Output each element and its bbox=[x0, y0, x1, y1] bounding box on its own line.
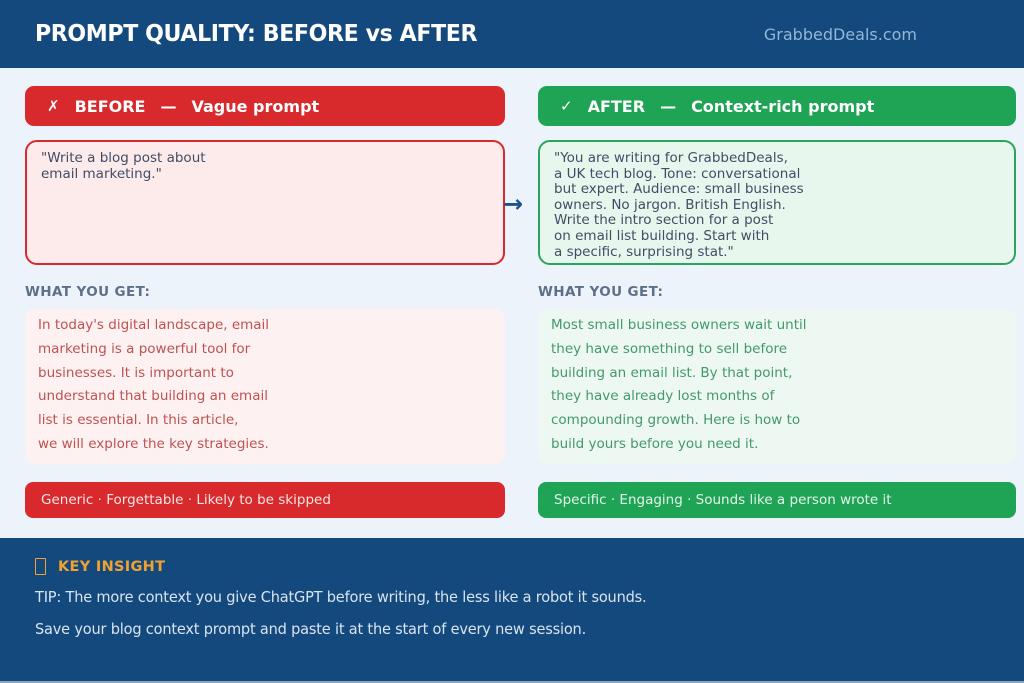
key-icon bbox=[35, 558, 46, 575]
after-title: AFTER bbox=[587, 96, 646, 116]
check-icon: ✓ bbox=[560, 97, 573, 115]
before-title: BEFORE bbox=[74, 96, 146, 116]
tip-line-2: Save your blog context prompt and paste … bbox=[35, 620, 587, 638]
before-header-bar: ✗ BEFORE — Vague prompt bbox=[25, 86, 505, 126]
after-result-text: Most small business owners wait until th… bbox=[551, 317, 807, 452]
before-prompt-box: "Write a blog post about email marketing… bbox=[25, 140, 505, 265]
brand-text: GrabbedDeals.com bbox=[763, 24, 917, 44]
before-prompt-text: "Write a blog post about email marketing… bbox=[41, 150, 206, 182]
cross-icon: ✗ bbox=[47, 97, 60, 115]
after-verdict-badge: Specific · Engaging · Sounds like a pers… bbox=[538, 482, 1016, 518]
after-header-bar: ✓ AFTER — Context-rich prompt bbox=[538, 86, 1016, 126]
after-column: ✓ AFTER — Context-rich prompt "You are w… bbox=[538, 86, 1016, 518]
key-insight-row: KEY INSIGHT bbox=[35, 558, 989, 575]
after-verdict-text: Specific · Engaging · Sounds like a pers… bbox=[554, 492, 892, 508]
before-result-box: In today's digital landscape, email mark… bbox=[25, 309, 505, 464]
key-insight-footer: KEY INSIGHT TIP: The more context you gi… bbox=[0, 538, 1024, 683]
em-dash: — bbox=[160, 96, 177, 116]
arrow-right-icon: → bbox=[503, 190, 524, 218]
what-you-get-label-before: WHAT YOU GET: bbox=[25, 284, 151, 300]
before-verdict-badge: Generic · Forgettable · Likely to be ski… bbox=[25, 482, 505, 518]
before-column: ✗ BEFORE — Vague prompt "Write a blog po… bbox=[25, 86, 505, 518]
before-result-text: In today's digital landscape, email mark… bbox=[38, 317, 270, 452]
after-prompt-box: "You are writing for GrabbedDeals, a UK … bbox=[538, 140, 1016, 265]
before-verdict-text: Generic · Forgettable · Likely to be ski… bbox=[41, 492, 331, 508]
comparison-area: ✗ BEFORE — Vague prompt "Write a blog po… bbox=[0, 68, 1024, 538]
before-subtitle: Vague prompt bbox=[191, 96, 320, 116]
bottom-edge-line bbox=[0, 681, 1024, 683]
what-you-get-label-after: WHAT YOU GET: bbox=[538, 284, 664, 300]
header-bar: PROMPT QUALITY: BEFORE vs AFTER GrabbedD… bbox=[0, 0, 1024, 68]
after-prompt-text: "You are writing for GrabbedDeals, a UK … bbox=[554, 150, 804, 260]
key-insight-label: KEY INSIGHT bbox=[58, 558, 166, 575]
after-subtitle: Context-rich prompt bbox=[691, 96, 875, 116]
tip-line-1: TIP: The more context you give ChatGPT b… bbox=[35, 588, 647, 606]
after-result-box: Most small business owners wait until th… bbox=[538, 309, 1016, 464]
page-title: PROMPT QUALITY: BEFORE vs AFTER bbox=[35, 21, 478, 47]
em-dash: — bbox=[660, 96, 677, 116]
